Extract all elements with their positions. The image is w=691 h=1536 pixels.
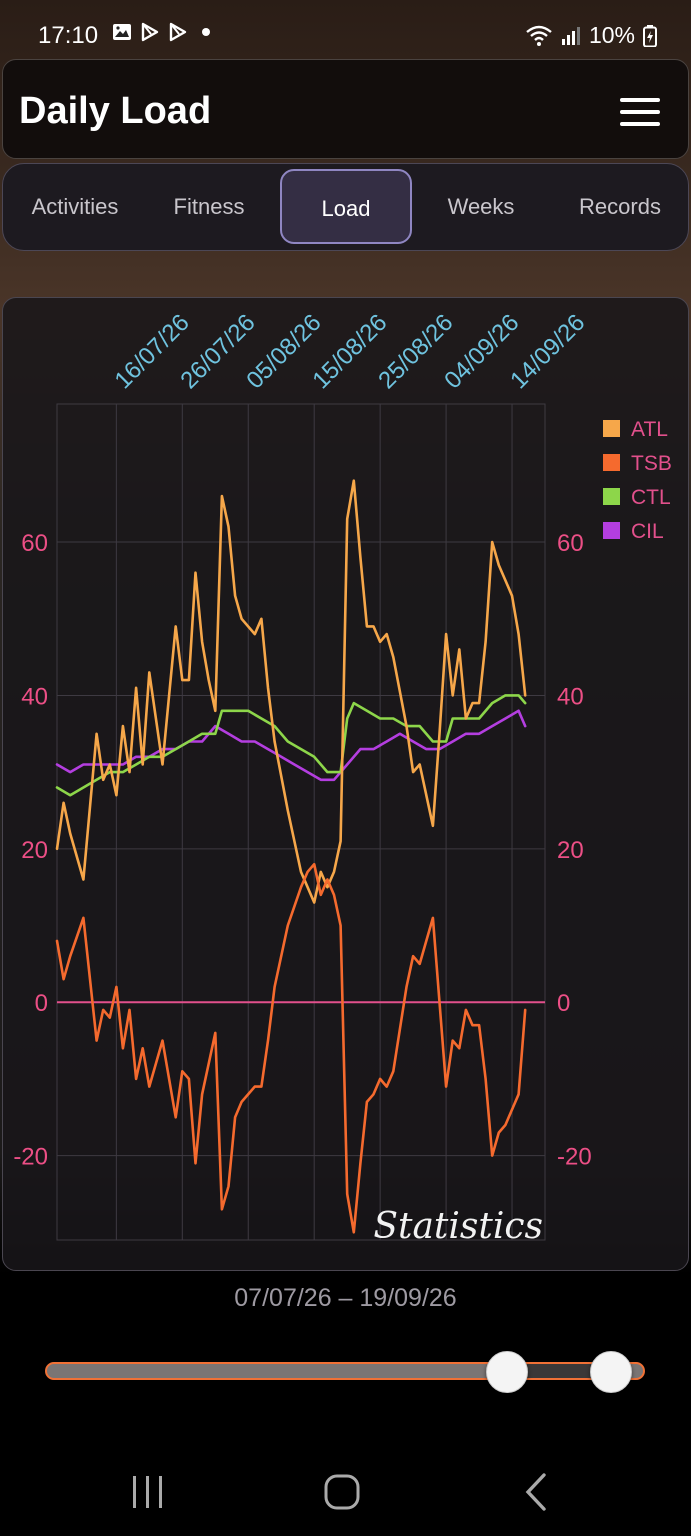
series-line-tsb [55, 862, 527, 1234]
signal-icon [561, 26, 580, 45]
page-title: Daily Load [19, 90, 212, 132]
y-tick-label-right: 40 [557, 683, 584, 710]
battery-percent: 10% [588, 22, 635, 48]
legend-swatch-atl [603, 420, 620, 437]
hamburger-menu-icon[interactable] [620, 98, 660, 126]
wifi-icon [526, 25, 552, 46]
y-tick-label-right: 60 [557, 530, 584, 557]
y-tick-label-right: 0 [557, 990, 570, 1017]
range-slider-start-thumb[interactable] [485, 1351, 528, 1393]
legend-label-ctl: CTL [631, 486, 671, 509]
y-tick-label-left: -20 [13, 1144, 48, 1171]
legend-label-atl: ATL [631, 418, 668, 441]
plot-area-border [56, 403, 546, 1241]
series-line-cil [55, 709, 527, 782]
play-store-icon [169, 22, 187, 42]
range-slider-end-thumb[interactable] [590, 1351, 632, 1393]
legend-label-cil: CIL [631, 520, 664, 543]
tab-fitness[interactable]: Fitness [173, 194, 245, 219]
y-tick-label-left: 20 [21, 837, 48, 864]
status-right: 10% [525, 22, 657, 49]
tab-bar: Activities Fitness Load Weeks Records [2, 163, 689, 251]
legend-swatch-ctl [603, 488, 620, 505]
status-bar: 17:10 10% [0, 0, 691, 70]
legend-swatch-tsb [603, 454, 620, 471]
app-header: Daily Load [2, 59, 689, 159]
series-line-ctl [55, 694, 527, 797]
y-tick-label-left: 60 [21, 530, 48, 557]
home-icon[interactable] [312, 1462, 372, 1522]
gallery-icon [113, 24, 131, 40]
tab-load[interactable]: Load [280, 169, 412, 244]
play-store-icon [141, 22, 159, 42]
y-tick-label-right: 20 [557, 837, 584, 864]
status-time: 17:10 [38, 22, 99, 49]
y-tick-label-left: 40 [21, 683, 48, 710]
tab-weeks[interactable]: Weeks [447, 194, 515, 219]
y-tick-label-left: 0 [35, 990, 48, 1017]
dot-icon [202, 28, 210, 36]
battery-charging-icon [643, 24, 657, 47]
y-tick-label-right: -20 [557, 1144, 592, 1171]
load-chart-card: 16/07/26 26/07/26 05/08/26 15/08/26 25/08/26… [2, 297, 689, 1271]
date-range-label: 07/07/26 – 19/09/26 [234, 1284, 457, 1312]
tab-activities[interactable]: Activities [31, 194, 119, 219]
recent-apps-icon[interactable] [118, 1462, 178, 1522]
statistics-watermark: Statistics [373, 1206, 543, 1247]
status-left-icons [112, 22, 216, 42]
tab-records[interactable]: Records [579, 194, 661, 219]
back-icon[interactable] [506, 1462, 566, 1522]
legend-label-tsb: TSB [631, 452, 672, 475]
system-nav-bar [0, 1440, 691, 1536]
series-line-atl [55, 479, 527, 904]
legend-swatch-cil [603, 522, 620, 539]
load-chart[interactable]: 16/07/2626/07/2605/08/2615/08/2625/08/26… [3, 298, 689, 1271]
